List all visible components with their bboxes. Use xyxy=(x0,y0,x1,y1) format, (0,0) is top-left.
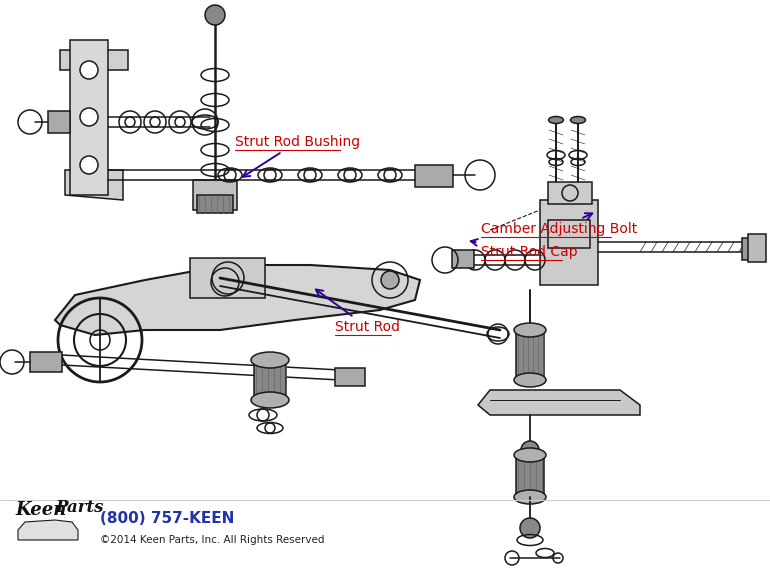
Ellipse shape xyxy=(251,352,289,368)
Bar xyxy=(516,455,544,497)
Circle shape xyxy=(521,441,539,459)
Polygon shape xyxy=(18,520,78,540)
Circle shape xyxy=(80,61,98,79)
Polygon shape xyxy=(478,390,640,415)
Bar xyxy=(540,200,598,285)
Circle shape xyxy=(205,5,225,25)
Bar xyxy=(193,180,237,210)
Ellipse shape xyxy=(251,392,289,408)
Text: ©2014 Keen Parts, Inc. All Rights Reserved: ©2014 Keen Parts, Inc. All Rights Reserv… xyxy=(100,535,324,545)
Text: Strut Rod: Strut Rod xyxy=(316,290,400,334)
Ellipse shape xyxy=(514,323,546,337)
Circle shape xyxy=(80,156,98,174)
Ellipse shape xyxy=(571,116,585,123)
Text: (800) 757-KEEN: (800) 757-KEEN xyxy=(100,511,234,526)
Bar xyxy=(548,182,592,204)
Bar xyxy=(190,258,265,298)
Bar xyxy=(415,165,453,187)
Bar xyxy=(197,195,233,213)
Bar xyxy=(48,111,70,133)
Ellipse shape xyxy=(514,373,546,387)
Text: Strut Rod Cap: Strut Rod Cap xyxy=(470,239,578,259)
Text: Parts: Parts xyxy=(55,499,103,516)
Polygon shape xyxy=(55,265,420,335)
Ellipse shape xyxy=(514,490,546,504)
Bar xyxy=(548,220,590,248)
Text: Strut Rod Bushing: Strut Rod Bushing xyxy=(235,135,360,177)
Circle shape xyxy=(520,518,540,538)
Bar xyxy=(516,330,544,380)
Ellipse shape xyxy=(514,448,546,462)
Text: Keen: Keen xyxy=(15,501,66,519)
Polygon shape xyxy=(65,170,123,200)
Bar xyxy=(70,40,108,195)
Circle shape xyxy=(80,108,98,126)
Bar xyxy=(335,368,365,386)
Ellipse shape xyxy=(548,116,564,123)
Bar xyxy=(452,250,474,268)
Bar xyxy=(748,234,766,262)
Text: Camber Adjusting Bolt: Camber Adjusting Bolt xyxy=(481,213,638,236)
Bar xyxy=(254,360,286,400)
Bar xyxy=(30,352,62,372)
Circle shape xyxy=(381,271,399,289)
Bar xyxy=(742,238,760,260)
Polygon shape xyxy=(60,50,128,70)
